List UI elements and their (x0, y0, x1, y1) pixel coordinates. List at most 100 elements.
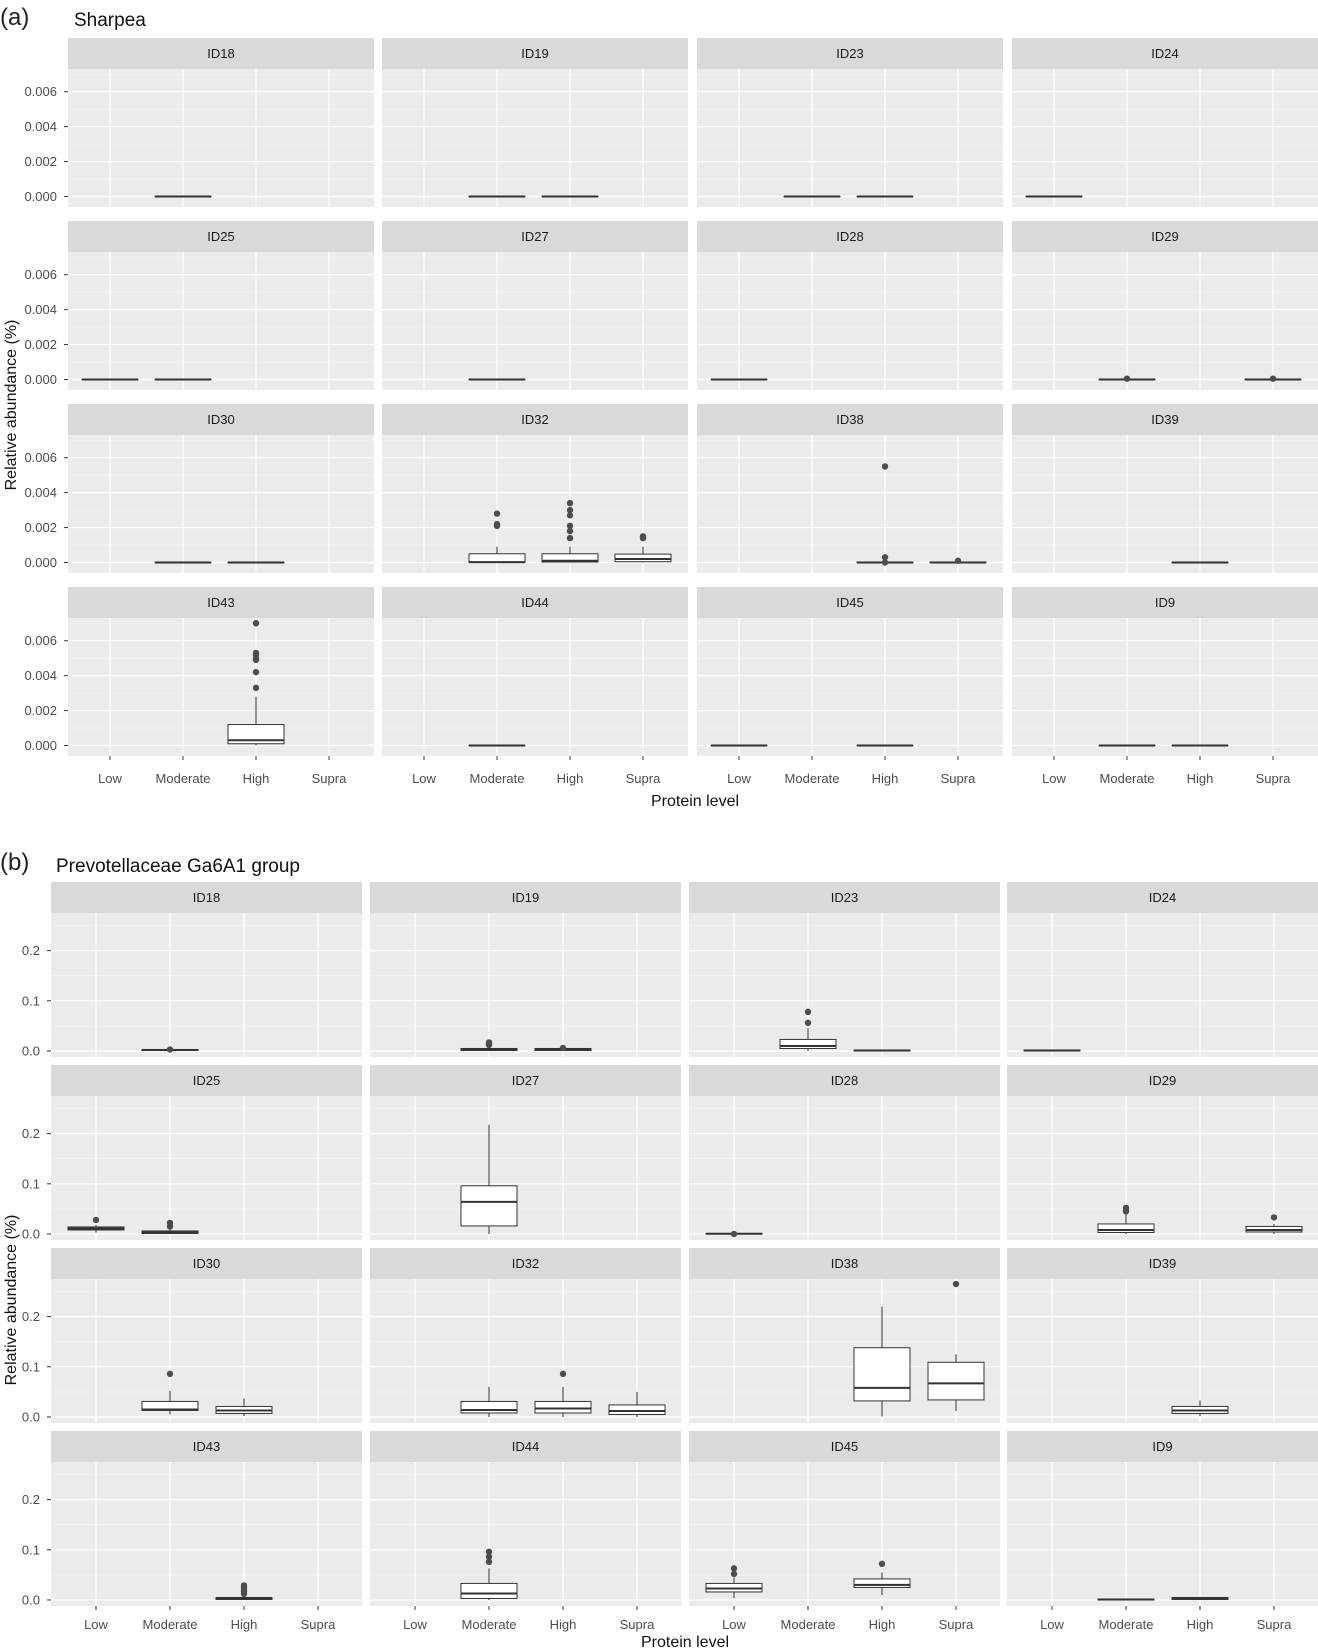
facet-strip-label: ID19 (512, 890, 539, 905)
box-iqr (779, 1038, 837, 1049)
facet-strip (1012, 587, 1318, 618)
facet-strip (51, 1065, 362, 1096)
boxplot-high (215, 1398, 273, 1416)
outlier-point (566, 512, 574, 519)
boxplot-high (1171, 1596, 1229, 1600)
facet-ID25: ID25 0.0 0.1 0.2 (22, 1065, 362, 1241)
outlier-point (804, 1008, 812, 1016)
facet-strip (697, 38, 1003, 69)
facet-strip (689, 1248, 1000, 1279)
facet-strip-label: ID18 (207, 46, 234, 61)
y-tick-label: 0.1 (22, 1176, 40, 1191)
facet-strip (689, 1065, 1000, 1096)
boxplot-moderate (779, 1008, 837, 1051)
facet-ID27: ID27 (382, 221, 688, 390)
x-tick-label: Low (1042, 771, 1066, 786)
facet-strip-label: ID43 (207, 595, 234, 610)
facet-strip-label: ID28 (831, 1073, 858, 1088)
facet-plot-background (51, 1096, 362, 1240)
outlier-point (166, 1046, 174, 1053)
box-iqr (227, 724, 285, 745)
outlier-point (639, 533, 647, 540)
facet-strip-label: ID24 (1151, 46, 1178, 61)
outlier-point (954, 557, 962, 564)
outlier-point (252, 620, 260, 627)
facet-strip-label: ID19 (521, 46, 548, 61)
outlier-point (881, 559, 889, 566)
panel-b: (b) Prevotellaceae Ga6A1 group Protein l… (0, 849, 1318, 1650)
facet-plot-background (51, 1462, 362, 1606)
facet-strip (689, 882, 1000, 913)
outlier-point (92, 1216, 100, 1224)
facet-strip-label: ID44 (521, 595, 548, 610)
facet-plot-background (370, 1279, 681, 1423)
x-tick-label: Moderate (1099, 1617, 1154, 1632)
facet-plot-background (1012, 435, 1318, 573)
boxplot-supra (1245, 1214, 1303, 1234)
outlier-point (252, 668, 260, 676)
facet-strip (68, 38, 374, 69)
outlier-point (566, 534, 574, 542)
facet-ID43: ID43 0.000 0.002 0.004 0.006 Low Moderate High S… (24, 587, 374, 786)
facet-strip (68, 221, 374, 252)
facet-strip (1012, 221, 1318, 252)
y-tick-label: 0.006 (24, 267, 57, 282)
y-tick-label: 0.004 (24, 485, 57, 500)
outlier-point (252, 684, 260, 692)
facet-ID32: ID32 (382, 404, 688, 573)
facet-plot-background (370, 1096, 681, 1240)
boxplot-high (541, 499, 599, 563)
boxplot-moderate (1097, 1598, 1155, 1601)
facet-strip-label: ID39 (1149, 1256, 1176, 1271)
y-tick-label: 0.004 (24, 302, 57, 317)
panel-b-x-axis-title: Protein level (641, 1634, 729, 1650)
x-tick-label: High (1187, 771, 1214, 786)
x-tick-label: Low (98, 771, 122, 786)
boxplot-moderate (141, 1370, 199, 1415)
x-tick-label: High (869, 1617, 896, 1632)
box-iqr (534, 1400, 592, 1414)
x-tick-label: Supra (312, 771, 347, 786)
outlier-point (559, 1370, 567, 1378)
facet-strip (382, 404, 688, 435)
facet-strip (68, 587, 374, 618)
facet-strip-label: ID30 (193, 1256, 220, 1271)
box-iqr (141, 1400, 199, 1411)
outlier-point (559, 1044, 567, 1052)
facet-strip-label: ID45 (831, 1439, 858, 1454)
facet-plot-background (51, 1279, 362, 1423)
outlier-point (730, 1565, 738, 1572)
facet-strip-label: ID30 (207, 412, 234, 427)
facet-plot-background (370, 913, 681, 1057)
y-tick-label: 0.1 (22, 1359, 40, 1374)
facet-plot-background (382, 618, 688, 756)
y-tick-label: 0.006 (24, 84, 57, 99)
outlier-point (952, 1280, 960, 1288)
y-tick-label: 0.006 (24, 450, 57, 465)
facet-strip-label: ID45 (836, 595, 863, 610)
facet-ID29: ID29 (1012, 221, 1318, 390)
facet-ID43: ID43 0.0 0.1 0.2 Low Moderate High Supra (22, 1431, 362, 1632)
facet-strip (1007, 1431, 1318, 1462)
boxplot-supra (929, 557, 987, 564)
box-iqr (541, 553, 599, 563)
panel-a-y-axis-title: Relative abundance (%) (3, 320, 20, 491)
x-tick-label: High (872, 771, 899, 786)
panel-b-title: Prevotellaceae Ga6A1 group (56, 856, 300, 877)
panel-a: (a) Sharpea Protein level Relative abund… (0, 4, 1318, 810)
facet-strip-label: ID44 (512, 1439, 539, 1454)
facet-plot-background (689, 1096, 1000, 1240)
facet-ID38: ID38 (689, 1248, 1000, 1423)
facet-plot-background (689, 913, 1000, 1057)
x-tick-label: Moderate (470, 771, 525, 786)
facet-strip-label: ID18 (193, 890, 220, 905)
facet-strip-label: ID23 (831, 890, 858, 905)
outlier-point (485, 1553, 493, 1561)
facet-ID19: ID19 (382, 38, 688, 207)
facet-strip-label: ID9 (1155, 595, 1175, 610)
y-tick-label: 0.0 (22, 1592, 40, 1607)
facet-plot-background (370, 1462, 681, 1606)
outlier-point (566, 527, 574, 535)
outlier-point (730, 1570, 738, 1578)
facet-plot-background (697, 252, 1003, 390)
